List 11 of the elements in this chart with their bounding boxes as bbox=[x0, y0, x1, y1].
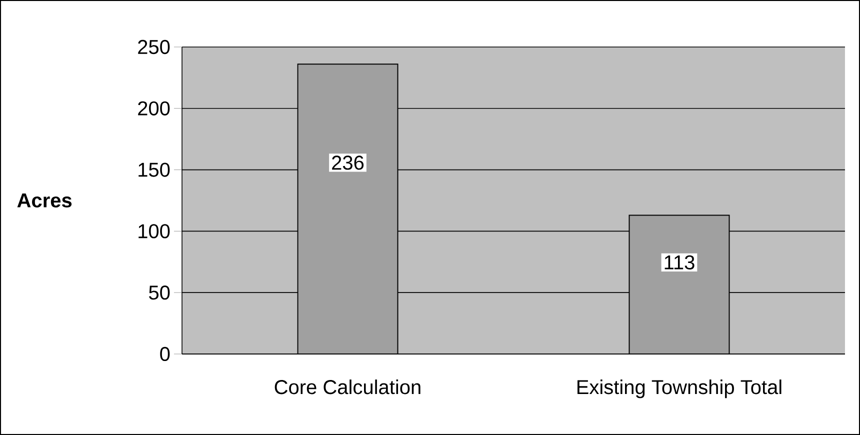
y-tick-label: 150 bbox=[138, 162, 170, 177]
y-tick-label: 0 bbox=[160, 346, 170, 362]
y-tick-label: 50 bbox=[149, 286, 170, 300]
y-axis-title: Acres bbox=[17, 194, 72, 208]
data-label: 113 bbox=[664, 255, 694, 270]
x-tick-label: Existing Township Total bbox=[578, 380, 782, 398]
y-tick-label: 250 bbox=[138, 40, 170, 54]
x-tick-label: Core Calculation bbox=[274, 380, 420, 394]
y-tick-label: 100 bbox=[138, 224, 170, 238]
data-label: 236 bbox=[332, 156, 364, 170]
y-tick-label: 200 bbox=[138, 101, 170, 116]
